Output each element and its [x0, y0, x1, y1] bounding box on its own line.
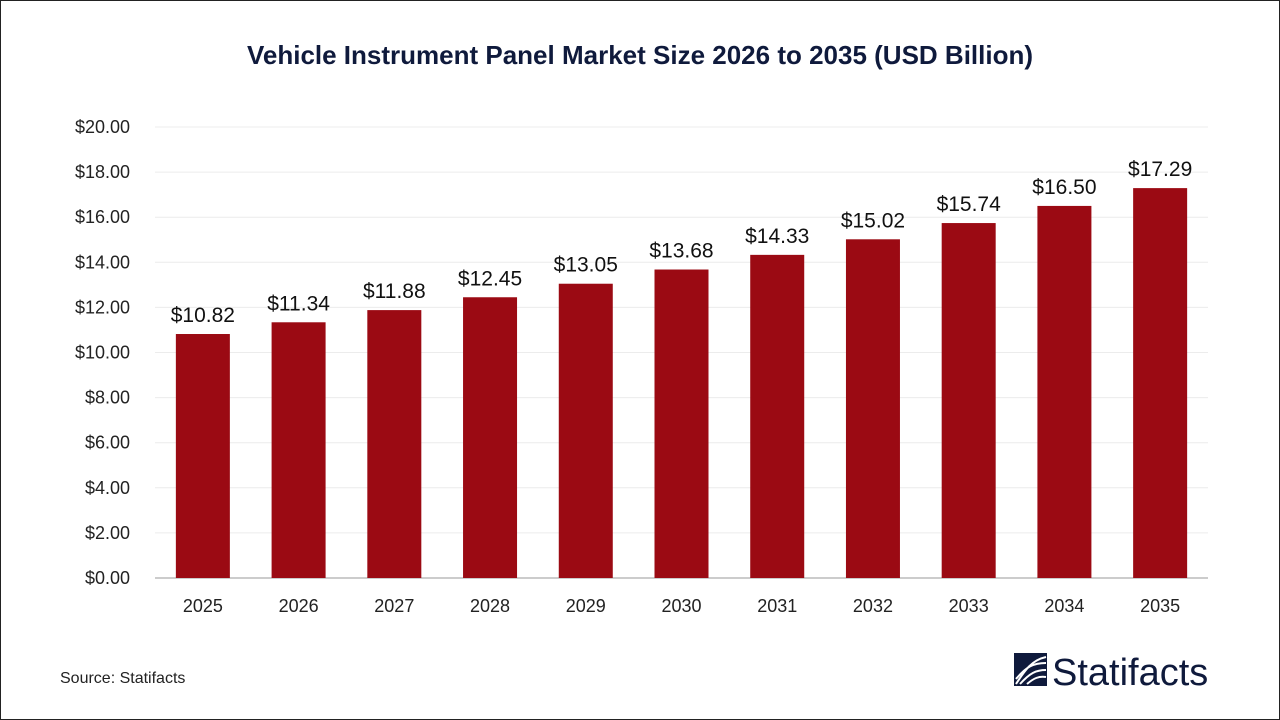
data-label: $15.74	[937, 193, 1002, 216]
x-tick-label: 2027	[374, 596, 414, 616]
bar-2033	[941, 223, 996, 579]
logo-mark-icon	[1014, 653, 1047, 686]
x-tick-label: 2029	[566, 596, 606, 616]
y-tick-label: $2.00	[85, 523, 130, 543]
y-tick-label: $6.00	[85, 433, 130, 453]
data-label: $14.33	[745, 225, 809, 248]
x-tick-label: 2030	[661, 596, 701, 616]
x-tick-label: 2032	[853, 596, 893, 616]
y-tick-label: $16.00	[75, 207, 130, 227]
data-label: $17.29	[1128, 158, 1192, 181]
y-tick-label: $20.00	[75, 117, 130, 137]
bar-2027	[367, 310, 422, 578]
data-label: $16.50	[1032, 176, 1096, 199]
y-tick-label: $0.00	[85, 568, 130, 588]
bar-2032	[845, 239, 900, 578]
x-tick-label: 2035	[1140, 596, 1180, 616]
bar-2034	[1037, 205, 1092, 579]
statifacts-logo: Statifacts	[1014, 652, 1208, 694]
bar-2030	[654, 269, 709, 578]
y-tick-label: $18.00	[75, 162, 130, 182]
x-tick-label: 2028	[470, 596, 510, 616]
x-tick-label: 2025	[183, 596, 223, 616]
x-tick-label: 2031	[757, 596, 797, 616]
data-label: $15.02	[841, 209, 905, 232]
bar-2028	[463, 297, 518, 578]
y-tick-label: $12.00	[75, 297, 130, 317]
x-tick-label: 2026	[279, 596, 319, 616]
data-label: $11.88	[363, 280, 426, 303]
chart-title: Vehicle Instrument Panel Market Size 202…	[247, 40, 1033, 70]
x-tick-label: 2034	[1044, 596, 1084, 616]
y-tick-label: $8.00	[85, 388, 130, 408]
bar-2025	[175, 334, 230, 578]
logo-text: Statifacts	[1052, 652, 1208, 694]
y-tick-label: $4.00	[85, 478, 130, 498]
data-label: $10.82	[171, 304, 235, 327]
bar-2029	[558, 283, 613, 578]
bar-2031	[750, 254, 805, 578]
data-label: $12.45	[458, 267, 522, 290]
source-note: Source: Statifacts	[60, 670, 185, 687]
data-label: $13.68	[649, 240, 713, 263]
y-tick-label: $14.00	[75, 252, 130, 272]
y-tick-label: $10.00	[75, 343, 130, 363]
x-tick-label: 2033	[949, 596, 989, 616]
bar-2035	[1133, 188, 1188, 578]
data-label: $13.05	[554, 254, 618, 277]
bar-2026	[271, 322, 326, 578]
data-label: $11.34	[267, 292, 330, 315]
